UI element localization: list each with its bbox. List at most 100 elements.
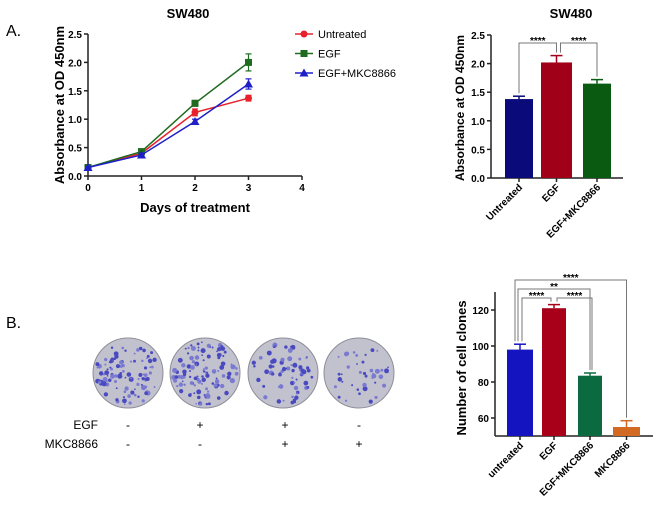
colony xyxy=(305,356,308,360)
colony xyxy=(121,346,125,350)
bar-EGF xyxy=(541,62,572,178)
colony xyxy=(193,392,196,395)
colony xyxy=(262,384,266,388)
colony xyxy=(148,371,152,375)
colony xyxy=(144,377,148,381)
colony xyxy=(202,370,206,373)
colony xyxy=(123,390,127,394)
colony xyxy=(123,403,126,405)
colony xyxy=(356,363,358,365)
colony xyxy=(101,381,107,387)
colony xyxy=(278,384,284,389)
colony xyxy=(128,401,132,405)
colony xyxy=(290,400,295,405)
colony xyxy=(200,348,206,354)
colony xyxy=(204,366,208,370)
chart2-title: SW480 xyxy=(550,6,593,21)
colony xyxy=(110,357,114,361)
colony xyxy=(337,395,341,399)
significance-label: **** xyxy=(567,291,583,302)
y-tick-label: 2.0 xyxy=(471,60,485,71)
colony xyxy=(214,379,220,384)
colony xyxy=(138,372,143,377)
colony xyxy=(211,382,215,385)
colony xyxy=(103,373,106,376)
colony xyxy=(293,381,296,384)
colony xyxy=(195,363,198,366)
colony xyxy=(272,344,275,347)
colony xyxy=(291,368,295,373)
x-tick-label: MKC8866 xyxy=(593,440,633,480)
colony xyxy=(374,395,378,400)
colony xyxy=(290,344,296,350)
colony xyxy=(104,357,108,362)
colony xyxy=(293,385,299,391)
colony xyxy=(205,402,209,406)
series-line-EGF+MKC8866 xyxy=(87,83,249,169)
colony xyxy=(271,372,275,376)
x-tick-label: 1 xyxy=(139,183,145,194)
colony xyxy=(364,374,368,378)
colony xyxy=(129,360,133,363)
y-tick-label: 100 xyxy=(472,342,489,353)
colony xyxy=(141,359,144,363)
colony xyxy=(201,354,204,356)
colony xyxy=(117,373,123,379)
colony-dishes xyxy=(92,337,395,409)
colony xyxy=(340,373,343,376)
y-tick-label: 1.0 xyxy=(471,117,485,128)
colony xyxy=(178,382,184,387)
colony xyxy=(202,359,205,362)
legend-label: Untreated xyxy=(318,29,366,41)
colony xyxy=(271,365,275,368)
colony xyxy=(147,358,153,364)
bar-EGF+MKC8866 xyxy=(578,375,602,436)
colony xyxy=(195,402,198,405)
colony xyxy=(358,392,361,396)
legend-marker xyxy=(299,68,309,77)
colony xyxy=(374,368,380,374)
data-point xyxy=(83,162,93,171)
colony xyxy=(306,368,311,373)
colony xyxy=(126,372,132,377)
series-line-Untreated xyxy=(87,97,249,169)
colony xyxy=(281,366,287,372)
colony xyxy=(150,351,154,355)
colony xyxy=(211,369,217,374)
colony xyxy=(216,352,222,358)
colony xyxy=(358,370,362,374)
colony xyxy=(289,345,292,348)
colony xyxy=(201,375,204,378)
colony xyxy=(177,357,183,363)
colony xyxy=(119,360,124,365)
treatment-sign: + xyxy=(281,418,288,432)
colony xyxy=(303,369,306,372)
clone-count-bar-chart: Number of cell clones 60 80 100 120 untreate… xyxy=(454,273,653,499)
treatment-sign: - xyxy=(357,418,361,432)
colony xyxy=(284,345,288,349)
x-tick-label: Untreated xyxy=(484,182,525,223)
data-point xyxy=(137,150,146,159)
colony xyxy=(220,346,226,351)
data-point xyxy=(244,79,253,88)
colony xyxy=(286,366,291,371)
colony xyxy=(226,375,231,380)
colony xyxy=(115,387,118,390)
colony xyxy=(110,374,115,379)
x-tick-label: 0 xyxy=(85,183,91,194)
colony xyxy=(216,350,218,353)
colony xyxy=(191,360,196,364)
colony xyxy=(303,380,309,386)
colony xyxy=(193,384,197,387)
colony xyxy=(291,395,294,399)
data-point xyxy=(245,94,252,102)
x-tick-label: 4 xyxy=(299,183,305,194)
colony xyxy=(364,353,367,356)
bar-untreated xyxy=(507,349,533,436)
colony xyxy=(306,385,310,389)
colony xyxy=(378,374,384,379)
colony xyxy=(106,375,109,377)
colony xyxy=(181,363,186,368)
significance-label: **** xyxy=(563,273,579,284)
colony xyxy=(140,383,143,386)
